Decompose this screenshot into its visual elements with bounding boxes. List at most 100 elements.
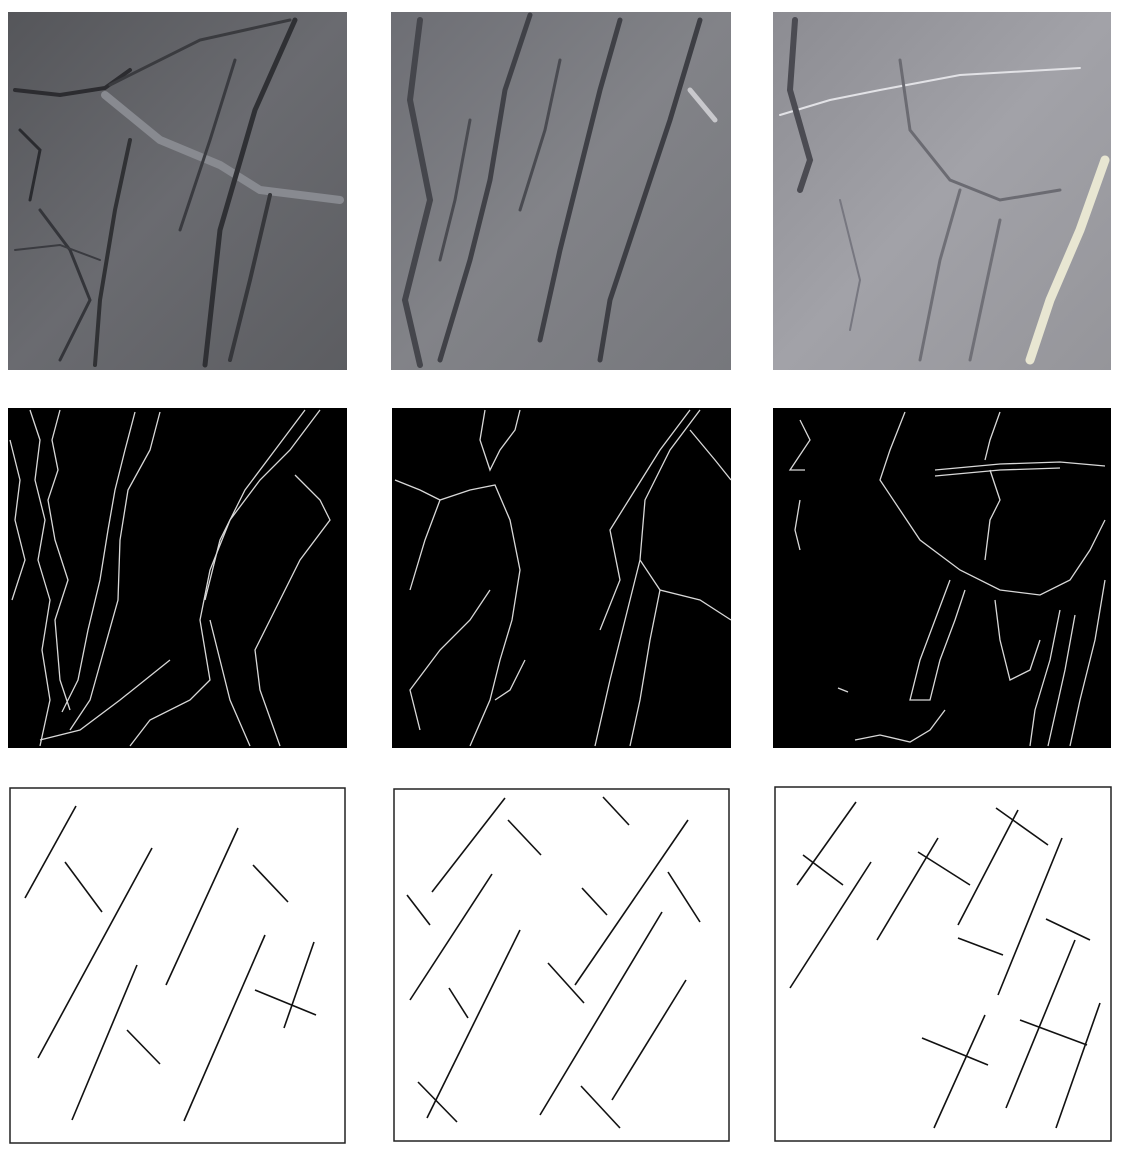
crack-line bbox=[909, 579, 966, 701]
crack-line bbox=[61, 411, 136, 713]
fracture bbox=[802, 854, 844, 886]
fracture bbox=[64, 861, 103, 913]
crack-line bbox=[629, 589, 661, 747]
crack bbox=[202, 17, 298, 368]
fracture bbox=[995, 807, 1049, 846]
crack-line bbox=[204, 409, 306, 601]
crack-line bbox=[1069, 579, 1106, 747]
fracture-model bbox=[9, 787, 346, 1144]
crack-line bbox=[984, 469, 1001, 561]
crack-line bbox=[934, 461, 1106, 471]
crack-blob bbox=[837, 687, 849, 693]
crack-line bbox=[788, 419, 811, 471]
fracture-model bbox=[393, 788, 730, 1142]
fracture bbox=[547, 962, 585, 1004]
fracture bbox=[126, 1029, 161, 1065]
fracture bbox=[580, 1085, 621, 1129]
crack bbox=[537, 17, 623, 343]
crack bbox=[38, 208, 92, 362]
fracture bbox=[409, 873, 493, 1001]
fracture bbox=[283, 941, 315, 1029]
fracture bbox=[252, 864, 289, 903]
crack-map bbox=[8, 408, 347, 748]
crack-line bbox=[209, 619, 251, 747]
crack bbox=[108, 18, 292, 87]
crack bbox=[968, 218, 1002, 362]
crack-line bbox=[254, 474, 331, 747]
fracture bbox=[957, 937, 1004, 956]
model-frame bbox=[393, 788, 730, 1142]
fracture bbox=[789, 861, 872, 989]
map-bg bbox=[8, 408, 347, 748]
crack bbox=[93, 138, 132, 367]
fracture bbox=[933, 1014, 986, 1129]
crack bbox=[597, 17, 703, 363]
fracture bbox=[1005, 939, 1076, 1109]
crack bbox=[786, 17, 814, 193]
crack-line bbox=[69, 411, 161, 731]
rock-photo bbox=[8, 12, 347, 370]
fracture bbox=[448, 987, 469, 1019]
crack-map bbox=[773, 408, 1111, 748]
vein bbox=[1025, 155, 1110, 365]
crack-map bbox=[392, 408, 732, 748]
fracture bbox=[667, 871, 701, 923]
fracture bbox=[917, 851, 971, 886]
crack bbox=[839, 199, 862, 331]
fracture bbox=[183, 934, 266, 1122]
vein bbox=[779, 67, 1081, 116]
crack bbox=[518, 58, 562, 212]
crack-line bbox=[794, 499, 801, 551]
crack-line bbox=[9, 439, 26, 601]
rock-photo bbox=[773, 12, 1111, 370]
crack-line bbox=[1029, 609, 1061, 747]
crack-line bbox=[47, 409, 71, 711]
crack-line bbox=[1047, 614, 1076, 747]
crack-line bbox=[934, 467, 1061, 477]
rock-photo bbox=[391, 12, 731, 370]
vein bbox=[687, 87, 718, 123]
crack bbox=[13, 68, 132, 98]
fracture bbox=[921, 1037, 989, 1066]
crack-line bbox=[409, 589, 491, 731]
crack-line bbox=[29, 409, 51, 747]
crack bbox=[437, 12, 533, 363]
crack-line bbox=[409, 499, 441, 591]
map-bg bbox=[392, 408, 731, 748]
crack-line bbox=[984, 411, 1001, 461]
photo-bg bbox=[391, 12, 731, 370]
fracture bbox=[574, 819, 689, 986]
vein bbox=[101, 91, 344, 204]
crack bbox=[178, 58, 237, 232]
crack bbox=[918, 188, 962, 362]
crack-line bbox=[599, 409, 691, 631]
fracture bbox=[417, 1081, 458, 1123]
crack-line bbox=[394, 479, 521, 747]
fracture bbox=[581, 887, 608, 916]
fracture bbox=[1045, 918, 1091, 941]
fracture bbox=[254, 989, 317, 1016]
fracture bbox=[24, 805, 77, 899]
fracture bbox=[611, 979, 687, 1101]
crack bbox=[438, 118, 472, 262]
fracture bbox=[997, 837, 1063, 996]
crack-line bbox=[129, 409, 321, 747]
fracture bbox=[37, 847, 153, 1059]
model-frame bbox=[774, 786, 1112, 1142]
fracture bbox=[165, 827, 239, 986]
crack-line bbox=[479, 409, 521, 472]
crack-line bbox=[994, 599, 1041, 681]
fracture bbox=[957, 809, 1019, 926]
fracture bbox=[431, 797, 506, 893]
fracture bbox=[507, 819, 542, 856]
crack-line bbox=[854, 709, 946, 743]
fracture bbox=[539, 911, 663, 1116]
fracture bbox=[1055, 1002, 1101, 1129]
fracture bbox=[876, 837, 939, 941]
crack-line bbox=[689, 429, 732, 481]
model-frame bbox=[9, 787, 346, 1144]
fracture bbox=[71, 964, 138, 1121]
crack-line bbox=[494, 659, 526, 701]
